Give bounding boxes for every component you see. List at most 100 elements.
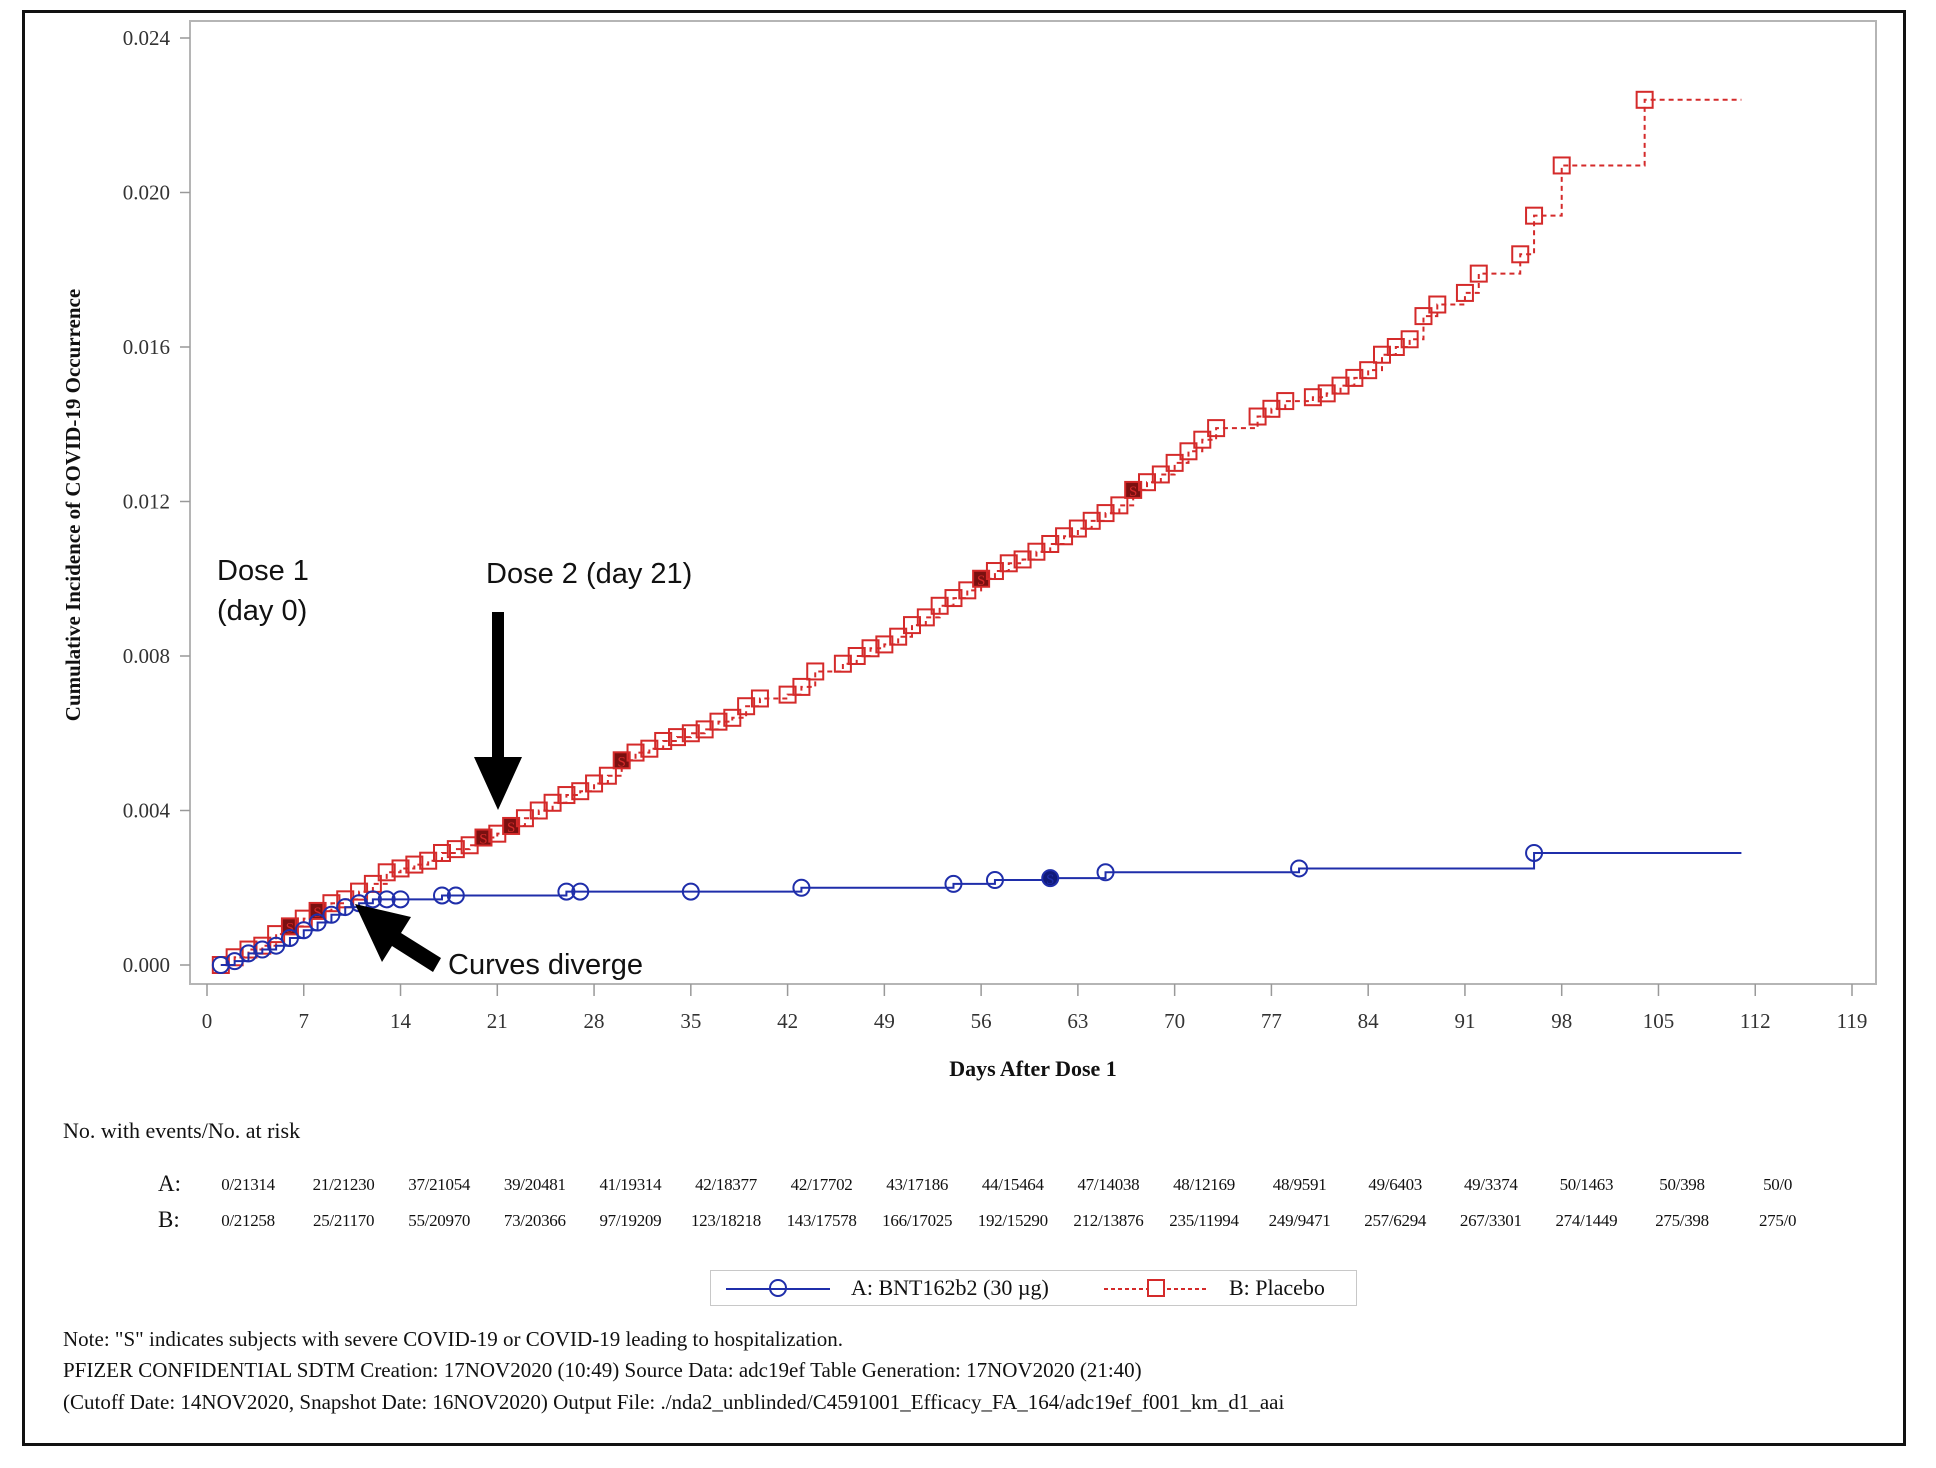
x-tick-label: 7 [299,1009,310,1033]
x-tick-label: 14 [390,1009,412,1033]
risk-cell: 49/6403 [1368,1175,1422,1194]
risk-cell: 49/3374 [1463,1175,1518,1194]
risk-table-header: No. with events/No. at risk [63,1118,301,1143]
data-point [1455,283,1474,302]
risk-cell: 249/9471 [1268,1211,1331,1230]
data-point [668,728,686,747]
risk-cell: 42/18377 [695,1175,757,1194]
data-point [1193,430,1212,449]
data-point [1303,388,1322,407]
data-point [1414,307,1433,326]
data-point [958,581,977,600]
x-tick-label: 35 [680,1009,701,1033]
risk-cell: 47/14038 [1077,1175,1140,1194]
risk-cell: 143/17578 [786,1211,857,1230]
risk-cell: 73/20366 [503,1211,566,1230]
square-marker-icon [1147,1279,1165,1297]
circle-marker-icon [769,1279,787,1297]
data-point [253,940,272,959]
km-chart: 0.000 0.004 0.008 0.012 0.016 0.020 0.024 0 7 14… [61,20,1877,1081]
plot-area-frame [189,20,1877,985]
data-point [571,882,590,901]
risk-cell: 123/18218 [690,1211,762,1230]
risk-cell: 274/1449 [1555,1211,1618,1230]
data-point [322,894,341,913]
data-point [1428,295,1447,314]
data-point [1469,264,1488,283]
risk-cell: 48/9591 [1272,1175,1327,1194]
risk-cell: 257/6294 [1364,1211,1427,1230]
data-point [280,928,299,947]
x-tick-label: 77 [1261,1009,1282,1033]
step-line [220,98,1742,966]
risk-cell: 267/3301 [1459,1211,1522,1230]
x-tick-label: 105 [1643,1009,1675,1033]
data-point [239,944,258,963]
y-tick-label: 0.012 [123,490,170,514]
x-tick-label: 42 [777,1009,798,1033]
series-bnt162b2: S [211,843,1742,974]
severe-s-glyph: S [618,754,626,770]
severe-marker [474,828,493,847]
x-tick-label: 21 [487,1009,508,1033]
risk-cell: 50/398 [1659,1175,1705,1194]
risk-cell: 0/21258 [221,1211,275,1230]
data-point [322,905,341,924]
data-point [1290,859,1309,878]
data-point [792,878,811,897]
severe-s-glyph: S [977,573,985,589]
risk-cell: 97/19209 [599,1211,662,1230]
x-tick-label: 91 [1454,1009,1475,1033]
data-point [654,731,673,750]
legend: A: BNT162b2 (30 µg) B: Placebo [710,1270,1357,1306]
data-point [1359,361,1378,380]
severe-s-glyph: S [1129,484,1137,500]
risk-cell: 44/15464 [981,1175,1044,1194]
data-point [294,921,313,940]
y-tick-label: 0.020 [123,181,170,205]
data-point [267,936,286,955]
data-point [1179,442,1198,461]
x-tick-label: 84 [1358,1009,1380,1033]
data-point [557,882,576,901]
data-point [1525,206,1544,225]
data-point [377,863,396,882]
data-point [681,724,700,743]
risk-cell: 48/12169 [1173,1175,1235,1194]
data-point [723,708,742,727]
x-tick-label: 63 [1067,1009,1088,1033]
data-point [433,886,451,905]
annotation-dose2: Dose 2 (day 21) [486,558,692,590]
y-tick-label: 0.016 [123,335,170,359]
legend-b-label: B: Placebo [1229,1275,1325,1300]
risk-cell: 166/17025 [882,1211,953,1230]
data-point [944,874,963,893]
risk-cell: 21/21230 [312,1175,375,1194]
risk-cell: 55/20970 [408,1211,471,1230]
x-tick-label: 28 [584,1009,605,1033]
risk-cell: 275/0 [1758,1211,1797,1230]
data-point [446,840,465,859]
legend-a-symbol [726,1279,830,1297]
severe-marker [1041,869,1060,888]
y-axis: 0.000 0.004 0.008 0.012 0.016 0.020 0.024 [123,26,190,977]
data-point [1400,330,1419,349]
data-point [792,677,811,696]
annotation-dose1-line1: Dose 1 [217,555,309,587]
y-tick-label: 0.008 [123,644,170,668]
data-point [1151,465,1170,484]
x-axis-label: Days After Dose 1 [949,1056,1117,1081]
data-point [999,554,1018,573]
risk-cell: 50/0 [1763,1175,1793,1194]
data-point [1165,453,1184,472]
risk-cell: 0/21314 [221,1175,275,1194]
dose2-arrow [474,612,522,810]
risk-cell: 50/1463 [1559,1175,1614,1194]
risk-cell: 43/17186 [886,1175,949,1194]
y-tick-label: 0.024 [123,26,171,50]
data-point [391,859,410,878]
note-line-3: (Cutoff Date: 14NOV2020, Snapshot Date: … [63,1390,1285,1414]
risk-cell: 39/20481 [503,1175,566,1194]
x-tick-label: 56 [971,1009,992,1033]
note-line-2: PFIZER CONFIDENTIAL SDTM Creation: 17NOV… [63,1358,1142,1382]
